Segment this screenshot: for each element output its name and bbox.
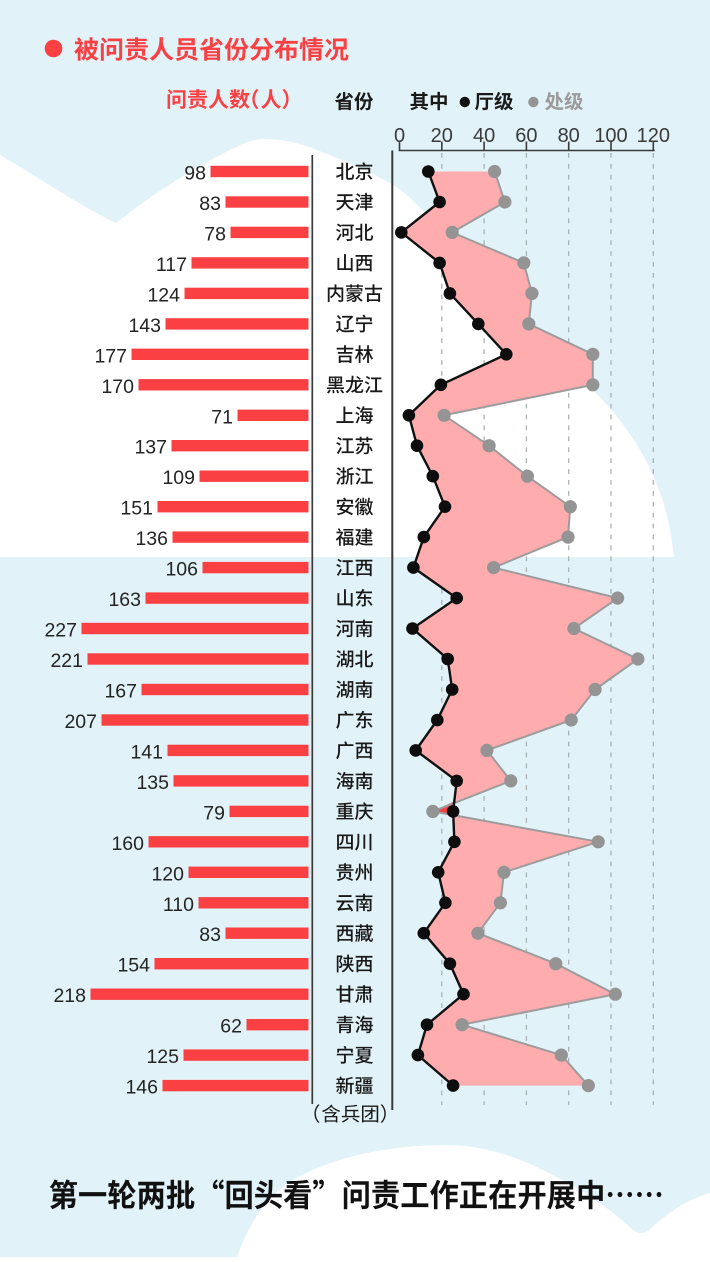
svg-text:80: 80	[558, 125, 580, 147]
svg-text:110: 110	[163, 894, 194, 916]
svg-text:154: 154	[117, 955, 150, 977]
svg-text:177: 177	[94, 345, 127, 367]
svg-text:137: 137	[134, 437, 167, 459]
svg-text:83: 83	[199, 193, 221, 215]
svg-text:109: 109	[162, 467, 195, 489]
svg-text:98: 98	[184, 163, 206, 185]
svg-text:120: 120	[637, 125, 670, 147]
svg-text:83: 83	[199, 924, 221, 946]
svg-text:135: 135	[136, 772, 169, 794]
svg-text:167: 167	[104, 681, 137, 703]
svg-text:160: 160	[111, 833, 144, 855]
svg-text:71: 71	[211, 406, 233, 428]
svg-text:117: 117	[156, 254, 187, 276]
svg-text:207: 207	[64, 711, 97, 733]
svg-text:151: 151	[120, 498, 153, 520]
svg-text:100: 100	[594, 125, 627, 147]
svg-text:79: 79	[203, 802, 225, 824]
svg-text:106: 106	[165, 559, 198, 581]
svg-text:146: 146	[125, 1077, 158, 1099]
svg-text:120: 120	[151, 863, 184, 885]
svg-text:20: 20	[431, 125, 453, 147]
svg-text:221: 221	[50, 650, 83, 672]
svg-text:136: 136	[135, 528, 168, 550]
svg-text:124: 124	[147, 284, 180, 306]
svg-text:40: 40	[473, 125, 495, 147]
svg-text:163: 163	[108, 589, 141, 611]
svg-text:141: 141	[130, 741, 163, 763]
svg-text:143: 143	[128, 315, 161, 337]
svg-text:218: 218	[53, 985, 86, 1007]
svg-text:62: 62	[220, 1016, 242, 1038]
svg-text:78: 78	[204, 223, 226, 245]
svg-text:60: 60	[515, 125, 537, 147]
svg-text:227: 227	[44, 620, 77, 642]
svg-text:125: 125	[146, 1046, 179, 1068]
svg-text:170: 170	[101, 376, 134, 398]
svg-text:0: 0	[394, 125, 405, 147]
